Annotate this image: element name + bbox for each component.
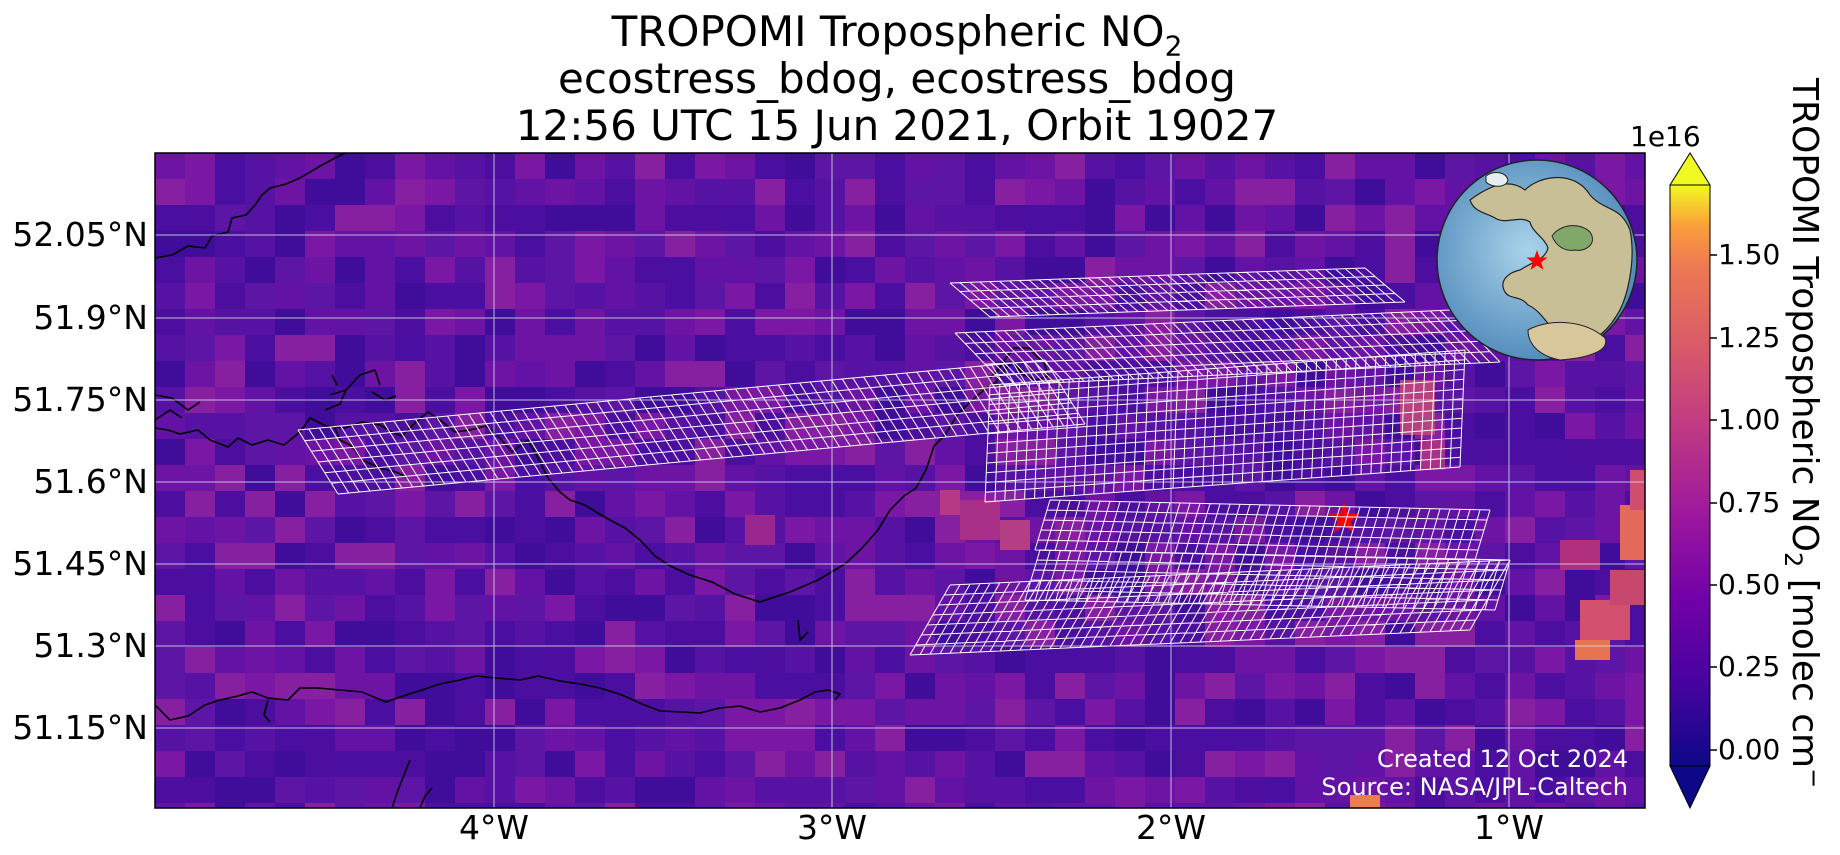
lat-label: 51.3°N: [33, 626, 148, 665]
title-line-2: ecostress_bdog, ecostress_bdog: [558, 54, 1236, 103]
map-frame: [154, 152, 1646, 809]
colorbar-tick-label: 0.00: [1718, 733, 1781, 766]
lat-label: 51.15°N: [12, 708, 148, 747]
map-gridlines: [155, 153, 1645, 808]
lat-label: 51.45°N: [12, 544, 148, 583]
colorbar-exponent: 1e16: [1630, 120, 1701, 153]
colorbar-max-extension: [1669, 152, 1711, 186]
target-star-marker: [1327, 502, 1361, 533]
colorbar-axis-label: TROPOMI Tropospheric NO2 [molec cm−: [1778, 78, 1828, 789]
colorbar: [1669, 152, 1717, 810]
globe-star-marker: [1526, 250, 1548, 270]
lat-label: 51.6°N: [33, 462, 148, 501]
lat-label: 51.75°N: [12, 380, 148, 419]
ecostress-footprint-grids: [297, 267, 1511, 656]
lon-label: 2°W: [1135, 808, 1207, 847]
title-line-3: 12:56 UTC 15 Jun 2021, Orbit 19027: [515, 101, 1279, 150]
lat-label: 52.05°N: [12, 215, 148, 254]
title-line-1: TROPOMI Tropospheric NO2: [611, 7, 1183, 63]
credit-created: Created 12 Oct 2024: [1377, 745, 1628, 773]
colorbar-tick-label: 0.75: [1718, 486, 1781, 519]
colorbar-min-extension: [1669, 765, 1711, 810]
credit-source: Source: NASA/JPL-Caltech: [1321, 773, 1628, 801]
lon-label: 3°W: [796, 808, 868, 847]
map-area: [155, 153, 1645, 808]
globe-inset: [1436, 159, 1638, 361]
no2-hotspots: [745, 380, 1645, 808]
colorbar-tick-label: 0.50: [1718, 568, 1781, 601]
lon-label: 1°W: [1473, 808, 1545, 847]
colorbar-tick-label: 1.25: [1718, 321, 1781, 354]
colorbar-tick-label: 1.00: [1718, 403, 1781, 436]
lat-label: 51.9°N: [33, 298, 148, 337]
lon-label: 4°W: [458, 808, 530, 847]
colorbar-tick-label: 1.50: [1718, 238, 1781, 271]
colorbar-tick-label: 0.25: [1718, 650, 1781, 683]
